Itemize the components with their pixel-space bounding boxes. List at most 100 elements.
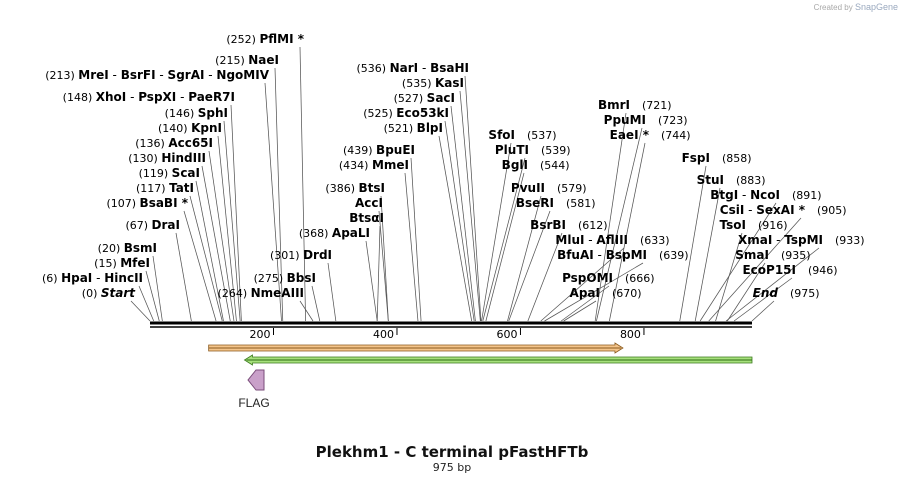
cut-site-line (544, 262, 644, 322)
enzyme-label: (15) MfeI (94, 256, 150, 270)
enzyme-label: (107) BsaBI * (106, 196, 188, 210)
enzyme-name: Eco53kI (396, 106, 449, 120)
enzyme-name: BbsI (287, 271, 316, 285)
enzyme-name: BmrI (598, 98, 630, 112)
enzyme-label: (215) NaeI (215, 53, 279, 67)
cut-site-line (217, 135, 237, 322)
enzyme-name: SacI (427, 91, 455, 105)
cut-site-line (485, 172, 525, 322)
enzyme-name: BsrBI (530, 218, 566, 232)
enzyme-name: MfeI (120, 256, 150, 270)
enzyme-name: PflMI * (259, 32, 304, 46)
cut-site-line (596, 127, 643, 322)
cut-site-line (527, 232, 563, 322)
cut-site-line (208, 150, 235, 322)
enzyme-name: NaeI (248, 53, 279, 67)
cut-site-line (130, 300, 151, 322)
cut-site-line (410, 157, 422, 322)
enzyme-label: End (753, 286, 779, 300)
enzyme-position: (146) (165, 107, 198, 120)
enzyme-position: (368) (299, 227, 332, 240)
cut-site-line (376, 225, 381, 322)
enzyme-name: KasI (435, 76, 464, 90)
enzyme-name: Acc65I (168, 136, 213, 150)
enzyme-position: (744) (661, 129, 691, 142)
enzyme-name: BglI (502, 158, 528, 172)
enzyme-label: (301) DrdI (270, 248, 332, 262)
enzyme-name: SphI (198, 106, 228, 120)
enzyme-name: MmeI (372, 158, 409, 172)
enzyme-label: MluI - AflIII (555, 233, 628, 247)
credit: Created by SnapGene (814, 2, 898, 12)
enzyme-name: SexAI * (756, 203, 805, 217)
enzyme-label: StuI (697, 173, 724, 187)
enzyme-label: BtsαI (349, 211, 384, 225)
enzyme-name: BpuEI (376, 143, 415, 157)
enzyme-separator: - (744, 203, 756, 217)
enzyme-position: (117) (136, 182, 169, 195)
cut-site-line (540, 247, 625, 322)
cut-site-line (563, 300, 597, 322)
cut-site-line (264, 82, 282, 322)
enzyme-name: BtsαI (349, 211, 384, 225)
enzyme-position: (215) (215, 54, 248, 67)
cut-site-line (444, 120, 475, 322)
enzyme-label: BtgI - NcoI (710, 188, 780, 202)
enzyme-label: PpuMI (604, 113, 646, 127)
cut-site-line (733, 277, 793, 322)
enzyme-label: SfoI (488, 128, 515, 142)
enzyme-name: SgrAI (168, 68, 205, 82)
enzyme-label: (20) BsmI (98, 241, 157, 255)
enzyme-position: (136) (135, 137, 168, 150)
cut-site-line (230, 104, 242, 322)
enzyme-name: TatI (169, 181, 194, 195)
enzyme-label: (67) DraI (125, 218, 180, 232)
axis-ticks: 200 400 600 800 (249, 328, 645, 341)
enzyme-label: PvuII (511, 181, 545, 195)
cut-site-line (189, 195, 223, 322)
enzyme-name: BtsI (359, 181, 386, 195)
enzyme-label: PspOMI (562, 271, 613, 285)
enzyme-label: (146) SphI (165, 106, 228, 120)
enzyme-name: ScaI (172, 166, 200, 180)
cut-site-line (195, 180, 224, 322)
enzyme-position: (579) (557, 182, 587, 195)
enzyme-name: Start (101, 286, 136, 300)
cut-site-line (404, 172, 419, 322)
enzyme-name: BsaBI * (140, 196, 189, 210)
enzyme-position: (933) (835, 234, 865, 247)
cut-site-line (708, 217, 802, 322)
enzyme-label: CsiI - SexAI * (720, 203, 806, 217)
cut-site-line (311, 285, 321, 322)
enzyme-name: KpnI (191, 121, 222, 135)
cut-site-line (175, 232, 192, 322)
enzyme-name: AflIII (596, 233, 628, 247)
enzyme-name: NmeAIII (251, 286, 304, 300)
enzyme-position: (439) (343, 144, 376, 157)
cut-site-line (464, 75, 482, 322)
enzyme-name: EcoP15I (742, 263, 796, 277)
enzyme-position: (213) (45, 69, 78, 82)
enzyme-position: (140) (158, 122, 191, 135)
enzyme-label: (136) Acc65I (135, 136, 213, 150)
flag-feature-arrow (247, 369, 265, 391)
enzyme-position: (536) (357, 62, 390, 75)
enzyme-position: (252) (226, 33, 259, 46)
cut-site-line (726, 262, 766, 322)
enzyme-label: EaeI * (610, 128, 650, 142)
enzyme-name: HindIII (161, 151, 206, 165)
enzyme-label: BglI (502, 158, 528, 172)
enzyme-label: (140) KpnI (158, 121, 222, 135)
cut-site-line (482, 157, 526, 322)
enzyme-label: (386) BtsI (325, 181, 385, 195)
cut-site-line (380, 195, 389, 322)
enzyme-position: (612) (578, 219, 608, 232)
enzyme-name: ApaI (570, 286, 600, 300)
enzyme-label: BsrBI (530, 218, 566, 232)
enzyme-position: (905) (817, 204, 847, 217)
enzyme-name: BsaHI (430, 61, 469, 75)
enzyme-position: (386) (325, 182, 358, 195)
enzyme-position: (670) (612, 287, 642, 300)
enzyme-label: (434) MmeI (339, 158, 409, 172)
credit-text: Created by (813, 3, 853, 12)
